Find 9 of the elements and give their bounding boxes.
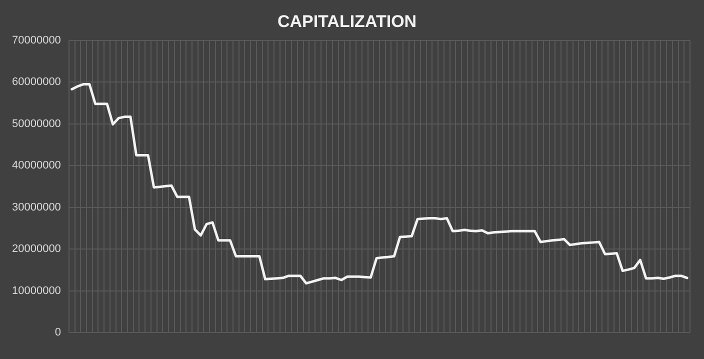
chart-title: CAPITALIZATION: [277, 12, 417, 31]
y-tick-label: 60000000: [12, 76, 61, 88]
y-tick-label: 50000000: [12, 118, 61, 130]
y-tick-label: 0: [54, 326, 61, 339]
y-tick-label: 30000000: [12, 201, 61, 214]
y-tick-label: 10000000: [12, 284, 61, 297]
y-tick-label: 40000000: [12, 160, 61, 172]
y-tick-label: 20000000: [12, 243, 61, 256]
y-tick-label: 70000000: [12, 34, 61, 46]
